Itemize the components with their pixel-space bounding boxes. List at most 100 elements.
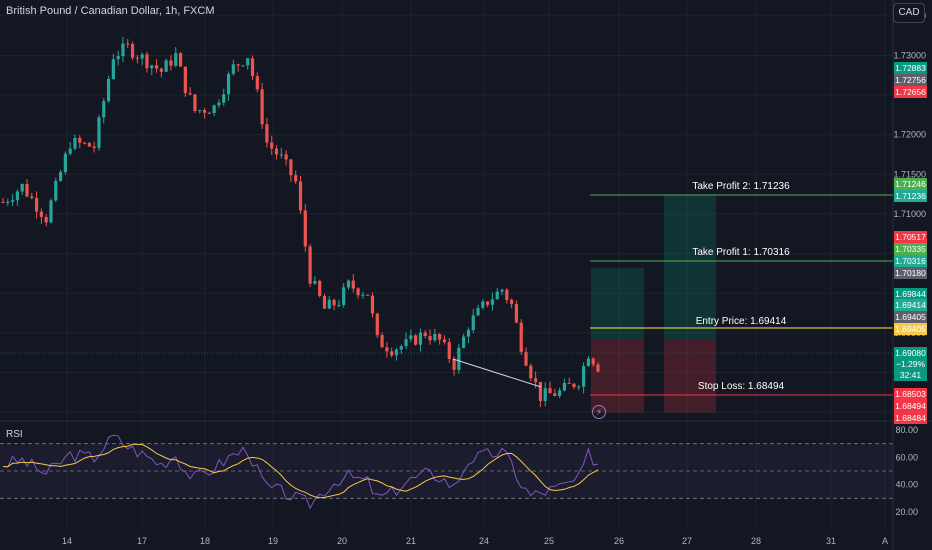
- candle-body: [495, 291, 499, 300]
- price-tag: [894, 243, 927, 255]
- rsi-axis[interactable]: 80.00 60.00 40.00 20.00: [895, 425, 918, 517]
- candle-body: [577, 386, 581, 388]
- candle-body: [231, 64, 235, 74]
- candle-body: [514, 304, 519, 323]
- candle-body: [1, 202, 5, 204]
- rsi-tick: 20.00: [895, 507, 918, 517]
- candle-body: [298, 181, 303, 211]
- time-label: 28: [751, 536, 761, 546]
- candle-body: [428, 336, 432, 341]
- time-label: A: [882, 536, 888, 546]
- profit-zone-2[interactable]: [664, 195, 716, 340]
- candle-body: [241, 65, 245, 67]
- candle-body: [145, 54, 149, 69]
- candle-body: [294, 175, 298, 182]
- candle-body: [270, 142, 274, 149]
- candle-body: [591, 358, 595, 365]
- candle-body: [255, 76, 259, 90]
- candle-body: [486, 301, 490, 305]
- time-label: 18: [200, 536, 210, 546]
- price-tag: [894, 86, 927, 98]
- candle-body: [476, 307, 480, 316]
- price-tag-text: 1.70517: [895, 232, 926, 242]
- price-tag: [894, 62, 927, 74]
- candle-body: [58, 172, 63, 181]
- candle-body: [423, 332, 427, 337]
- time-label: 31: [826, 536, 836, 546]
- rsi-tick: 80.00: [895, 425, 918, 435]
- profit-zone-1[interactable]: [591, 268, 644, 340]
- price-tag-text: 1.69844: [895, 289, 926, 299]
- candle-body: [159, 68, 163, 72]
- entry-price-label: Entry Price: 1.69414: [696, 316, 787, 327]
- price-tag: [894, 299, 927, 311]
- price-tag-text: 1.70335: [895, 244, 926, 254]
- price-tag: [894, 255, 927, 267]
- time-label: 17: [137, 536, 147, 546]
- candle-body: [346, 280, 351, 288]
- candlestick-series: [1, 36, 600, 407]
- lightning-icon[interactable]: ⚡: [592, 405, 606, 419]
- candle-body: [174, 53, 178, 66]
- price-tag: [894, 267, 927, 279]
- price-tag-text: 1.69414: [895, 300, 926, 310]
- price-tag: [894, 400, 927, 412]
- candle-body: [39, 211, 43, 217]
- rsi-ma-line: [2, 443, 599, 499]
- candle-body: [399, 346, 403, 350]
- candle-body: [433, 333, 437, 341]
- candle-body: [322, 295, 327, 309]
- candle-body: [34, 198, 39, 212]
- price-tag-text: 1.69405: [895, 324, 926, 334]
- take-profit-1-label: Take Profit 1: 1.70316: [692, 247, 790, 258]
- candle-body: [178, 53, 183, 67]
- candle-body: [217, 102, 221, 106]
- candle-body: [380, 335, 384, 348]
- candle-body: [538, 381, 543, 401]
- candle-body: [457, 347, 461, 370]
- price-tag-text: 1.72656: [895, 87, 926, 97]
- candle-body: [284, 154, 288, 160]
- price-tag-text: 32:41: [900, 370, 922, 380]
- candle-body: [212, 105, 216, 114]
- candle-body: [543, 388, 547, 401]
- candle-body: [370, 295, 375, 314]
- time-axis[interactable]: 14 17 18 19 20 21 24 25 26 27 28 31 A: [62, 536, 888, 546]
- candle-body: [150, 65, 154, 69]
- price-tag: [894, 178, 927, 190]
- candle-body: [265, 124, 269, 143]
- candle-body: [529, 365, 533, 379]
- candle-body: [92, 146, 96, 148]
- candle-body: [140, 54, 144, 59]
- price-tick: 1.73000: [893, 50, 926, 60]
- price-tag-text: 1.69405: [895, 312, 926, 322]
- price-tag-text: 1.68484: [895, 413, 926, 423]
- candle-body: [198, 110, 202, 112]
- candle-body: [303, 210, 307, 247]
- price-tag-text: 1.71246: [895, 179, 926, 189]
- candle-body: [87, 142, 91, 147]
- loss-zone-1[interactable]: [591, 339, 644, 413]
- take-profit-2-label: Take Profit 2: 1.71236: [692, 181, 790, 192]
- candle-body: [500, 289, 504, 292]
- candle-body: [385, 347, 389, 352]
- candle-body: [279, 154, 283, 156]
- candle-body: [471, 315, 475, 331]
- candle-body: [10, 200, 15, 202]
- candle-body: [63, 153, 67, 173]
- candle-body: [202, 110, 207, 113]
- candle-body: [562, 382, 567, 391]
- trade-levels: Take Profit 2: 1.71236 Take Profit 1: 1.…: [590, 181, 893, 396]
- candle-body: [169, 60, 173, 66]
- rsi-tick: 40.00: [895, 480, 918, 490]
- price-tag: [894, 347, 927, 359]
- stop-loss-label: Stop Loss: 1.68494: [698, 381, 785, 392]
- candle-body: [332, 299, 336, 306]
- trend-line[interactable]: [452, 358, 542, 388]
- loss-zone-2[interactable]: [664, 339, 716, 413]
- price-tag-text: −1.29%: [896, 359, 926, 369]
- currency-button[interactable]: CAD: [893, 3, 925, 23]
- candle-body: [356, 288, 360, 296]
- rsi-pane: [0, 434, 893, 510]
